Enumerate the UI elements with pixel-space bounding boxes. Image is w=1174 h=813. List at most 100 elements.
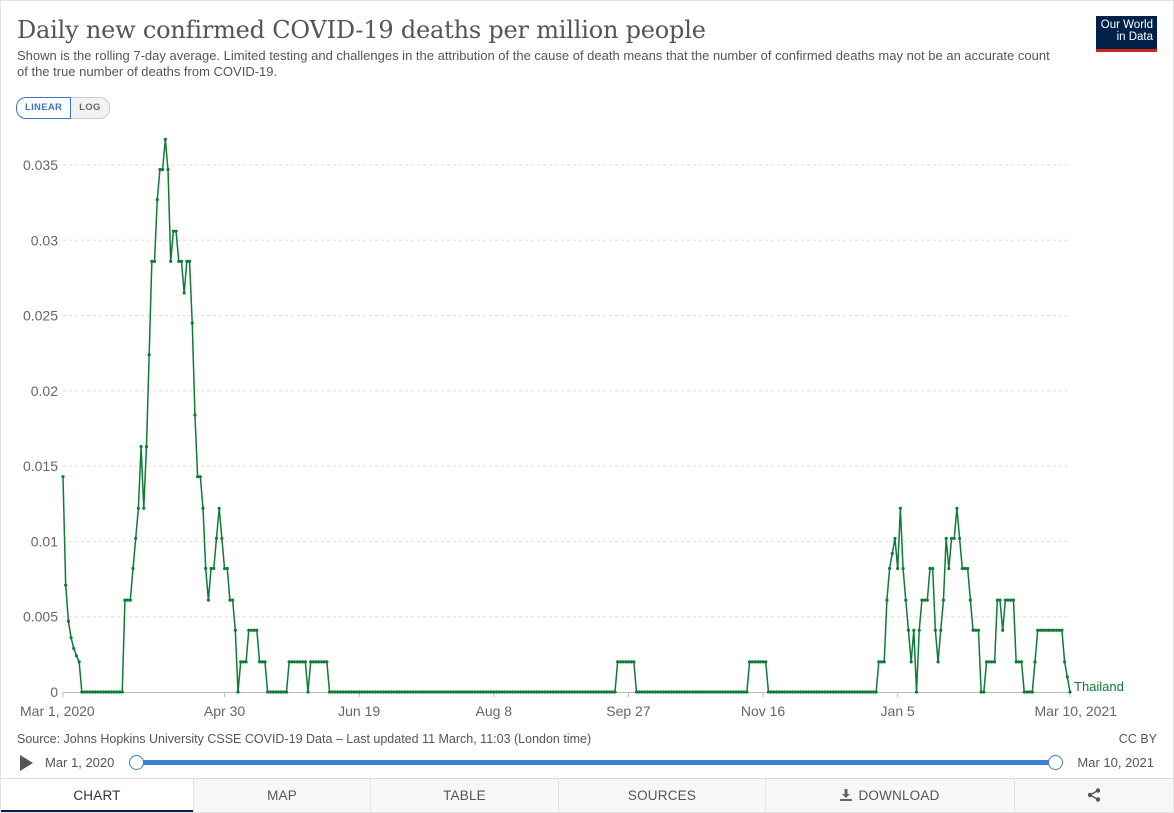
timeline-end-handle[interactable]	[1048, 755, 1063, 770]
tab-table[interactable]: TABLE	[370, 779, 558, 812]
data-point	[909, 660, 913, 664]
x-tick-label: Aug 8	[476, 703, 513, 719]
data-point	[397, 690, 402, 694]
data-point	[287, 660, 291, 664]
data-point	[260, 660, 264, 664]
data-point	[925, 598, 929, 602]
data-point	[306, 690, 310, 694]
x-tick-label: Nov 16	[741, 703, 786, 719]
owid-logo[interactable]: Our World in Data	[1096, 16, 1157, 52]
data-point	[707, 690, 711, 694]
data-point	[484, 690, 488, 694]
data-point	[177, 259, 181, 263]
data-point	[586, 690, 590, 694]
data-point	[201, 506, 205, 510]
data-point	[244, 660, 248, 664]
linear-scale-button[interactable]: LINEAR	[16, 97, 72, 119]
data-point	[470, 690, 474, 694]
data-point	[712, 690, 717, 694]
data-point	[373, 690, 377, 694]
data-point	[430, 690, 434, 694]
tab-share[interactable]	[1014, 779, 1173, 812]
data-point	[352, 690, 356, 694]
data-point	[570, 690, 574, 694]
timeline-start-handle[interactable]	[129, 755, 144, 770]
data-point	[607, 690, 612, 694]
data-point	[163, 137, 167, 141]
data-point	[473, 690, 477, 694]
data-point	[917, 628, 921, 632]
data-point	[626, 660, 631, 664]
data-point	[282, 690, 286, 694]
data-point	[381, 690, 386, 694]
y-tick-label: 0.01	[31, 533, 58, 549]
license-link[interactable]: CC BY	[1118, 732, 1157, 746]
data-point	[982, 690, 986, 694]
data-point	[161, 167, 165, 172]
data-point	[341, 690, 345, 694]
data-point	[842, 690, 846, 694]
data-point	[855, 690, 859, 694]
data-point	[1011, 598, 1016, 602]
data-point	[624, 660, 628, 664]
data-point	[885, 598, 889, 602]
data-point	[435, 690, 439, 694]
data-point	[906, 628, 911, 632]
data-point	[217, 506, 221, 510]
tab-sources[interactable]: SOURCES	[558, 779, 765, 812]
data-point	[556, 690, 561, 694]
data-point	[333, 690, 337, 694]
data-point	[311, 660, 315, 664]
data-point	[537, 690, 542, 694]
data-point	[360, 690, 364, 694]
data-point	[599, 690, 604, 694]
tab-download[interactable]: DOWNLOAD	[765, 779, 1014, 812]
data-point	[362, 690, 367, 694]
data-point	[459, 690, 464, 694]
chart-title: Daily new confirmed COVID-19 deaths per …	[17, 16, 706, 44]
data-point	[174, 229, 178, 233]
timeline-start-label: Mar 1, 2020	[45, 755, 115, 770]
data-point	[637, 690, 641, 694]
data-point	[1014, 660, 1018, 664]
tab-chart[interactable]: CHART	[1, 779, 193, 812]
data-point	[764, 660, 768, 664]
data-point	[823, 690, 827, 694]
data-point	[1060, 628, 1064, 632]
data-point	[519, 690, 523, 694]
data-point	[142, 506, 146, 510]
data-point	[266, 690, 270, 694]
data-point	[403, 690, 407, 694]
data-point	[742, 690, 746, 694]
data-point	[101, 690, 105, 694]
data-point	[123, 598, 127, 602]
data-point	[968, 598, 972, 602]
data-point	[984, 660, 989, 664]
data-point	[325, 660, 329, 664]
tab-map[interactable]: MAP	[193, 779, 370, 812]
data-point	[379, 690, 383, 694]
log-scale-button[interactable]: LOG	[71, 97, 110, 119]
data-point	[1033, 660, 1037, 664]
data-point	[958, 536, 962, 541]
y-tick-label: 0.02	[31, 383, 58, 399]
play-icon[interactable]	[20, 755, 33, 771]
data-point	[169, 259, 173, 263]
data-point	[1030, 690, 1034, 694]
data-point	[769, 690, 773, 694]
data-point	[511, 690, 515, 694]
data-point	[128, 598, 132, 602]
data-point	[319, 660, 324, 664]
data-point	[853, 690, 857, 694]
timeline-track[interactable]	[136, 760, 1056, 765]
data-point	[301, 660, 305, 664]
data-point	[478, 690, 482, 694]
data-point	[809, 690, 814, 694]
data-point	[995, 598, 999, 602]
data-point	[1063, 660, 1067, 664]
data-point	[898, 506, 902, 510]
data-point	[807, 690, 811, 694]
data-point	[704, 690, 709, 694]
data-point	[616, 660, 620, 664]
data-point	[659, 690, 663, 694]
